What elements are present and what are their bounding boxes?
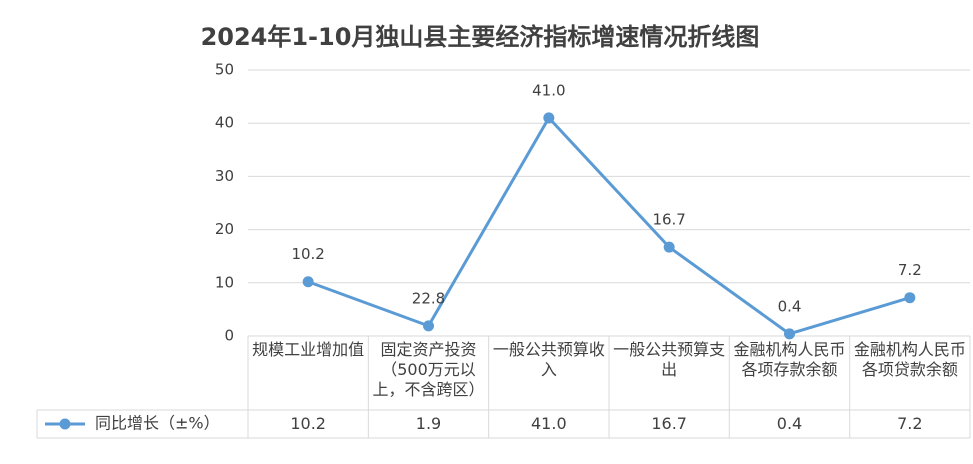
y-tick-label: 50 bbox=[215, 61, 234, 79]
category-label: 金融机构人民币各项贷款余额 bbox=[853, 340, 966, 379]
category-label: 规模工业增加值 bbox=[252, 340, 365, 359]
table-value: 41.0 bbox=[531, 414, 567, 433]
point bbox=[302, 276, 314, 288]
point bbox=[543, 112, 555, 124]
data-label: 10.2 bbox=[291, 245, 324, 263]
table-value: 16.7 bbox=[651, 414, 687, 433]
category-label: 金融机构人民币各项存款余额 bbox=[733, 340, 846, 379]
data-label: 22.8 bbox=[412, 289, 445, 307]
category-label: 一般公共预算支出 bbox=[613, 340, 726, 379]
legend-label: 同比增长（±%） bbox=[95, 414, 220, 433]
point bbox=[784, 328, 795, 340]
category-label: 一般公共预算收入 bbox=[492, 340, 605, 379]
y-tick-label: 40 bbox=[215, 114, 234, 132]
point bbox=[904, 292, 916, 304]
table-value: 1.9 bbox=[415, 414, 442, 433]
data-label: 41.0 bbox=[532, 81, 565, 99]
data-label: 16.7 bbox=[652, 211, 685, 229]
y-tick-label: 20 bbox=[215, 220, 234, 238]
category-label: 固定资产投资（500万元以上，不含跨区） bbox=[372, 340, 485, 399]
table-value: 7.2 bbox=[897, 414, 923, 433]
y-tick-label: 0 bbox=[224, 327, 234, 345]
y-tick-label: 30 bbox=[215, 167, 234, 185]
point bbox=[663, 241, 675, 253]
point bbox=[423, 320, 434, 332]
table-value: 0.4 bbox=[776, 414, 803, 433]
data-label: 0.4 bbox=[778, 297, 802, 315]
data-label: 7.2 bbox=[898, 261, 922, 279]
table-value: 10.2 bbox=[290, 414, 326, 433]
y-tick-label: 10 bbox=[215, 273, 234, 291]
series-line bbox=[307, 116, 911, 336]
chart-title: 2024年1-10月独山县主要经济指标增速情况折线图 bbox=[201, 23, 760, 51]
legend-marker bbox=[59, 418, 71, 430]
